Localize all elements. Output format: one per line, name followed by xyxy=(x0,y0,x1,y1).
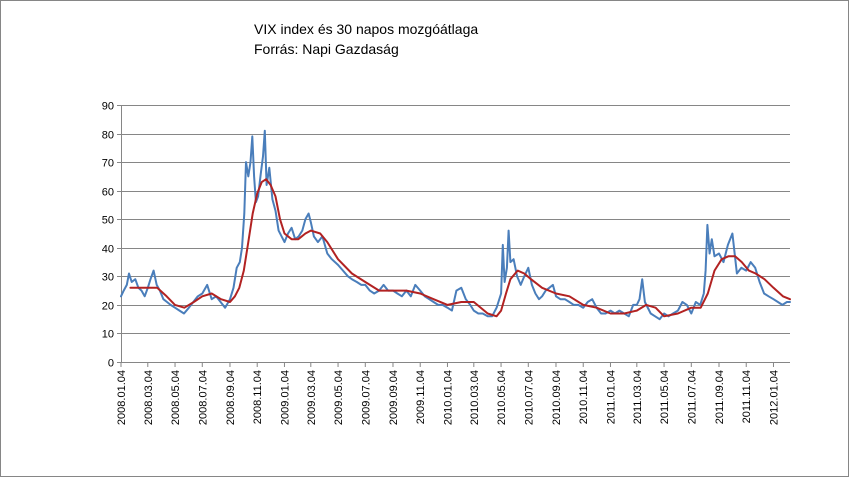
x-tick-label: 2008.03.04 xyxy=(143,370,155,425)
x-tick-label: 2011.09.04 xyxy=(714,370,726,424)
x-tick-label: 2012.01.04 xyxy=(768,370,780,425)
y-tick-label: 50 xyxy=(102,215,114,227)
x-tick-label: 2010.11.04 xyxy=(578,370,590,424)
x-tick-label: 2010.07.04 xyxy=(523,370,535,425)
x-tick-label: 2008.11.04 xyxy=(252,370,264,424)
axes xyxy=(117,105,790,367)
y-tick-label: 60 xyxy=(102,187,114,199)
x-tick-label: 2008.09.04 xyxy=(225,370,237,425)
chart-subtitle: Forrás: Napi Gazdaság xyxy=(254,41,399,57)
x-tick-label: 2011.11.04 xyxy=(741,370,753,423)
x-tick-label: 2009.09.04 xyxy=(388,370,400,425)
x-tick-label: 2011.01.04 xyxy=(605,370,617,424)
gridlines xyxy=(121,105,790,334)
x-tick-labels: 2008.01.04 2008.03.04 2008.05.04 2008.07.04… xyxy=(116,370,780,425)
x-tick-label: 2011.03.04 xyxy=(632,370,644,424)
x-tick-label: 2009.01.04 xyxy=(279,370,291,425)
x-tick-label: 2009.11.04 xyxy=(415,370,427,424)
y-tick-label: 90 xyxy=(102,101,114,113)
x-tick-label: 2009.03.04 xyxy=(306,370,318,425)
series-line-2 xyxy=(129,178,791,318)
x-tick-label: 2011.05.04 xyxy=(659,370,671,424)
x-tick-label: 2008.05.04 xyxy=(170,370,182,425)
x-tick-label: 2008.01.04 xyxy=(116,370,128,425)
x-tick-label: 2009.07.04 xyxy=(360,370,372,425)
x-tick-label: 2010.01.04 xyxy=(442,370,454,425)
x-tick-label: 2010.09.04 xyxy=(551,370,563,425)
y-tick-label: 70 xyxy=(102,158,114,170)
x-tick-label: 2009.05.04 xyxy=(333,370,345,425)
series-line-1 xyxy=(120,129,791,321)
y-tick-label: 20 xyxy=(102,301,114,313)
y-tick-label: 0 xyxy=(108,358,114,370)
x-tick-label: 2011.07.04 xyxy=(686,370,698,424)
x-tick-label: 2010.05.04 xyxy=(496,370,508,425)
y-tick-labels: 0 10 20 30 40 50 60 70 80 90 xyxy=(102,101,114,370)
y-tick-label: 80 xyxy=(102,130,114,142)
y-tick-label: 10 xyxy=(102,329,114,341)
x-tick-label: 2008.07.04 xyxy=(197,370,209,425)
chart-title: VIX index és 30 napos mozgóátlaga xyxy=(254,21,479,37)
y-tick-label: 30 xyxy=(102,272,114,284)
series xyxy=(120,129,791,321)
y-tick-label: 40 xyxy=(102,244,114,256)
x-tick-label: 2010.03.04 xyxy=(469,370,481,425)
